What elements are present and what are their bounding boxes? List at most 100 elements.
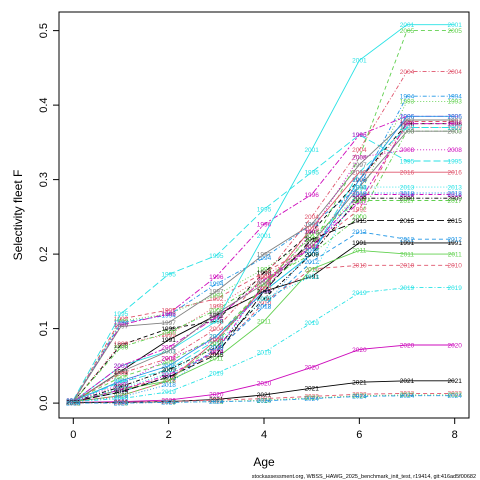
point-label: 2002 [209, 315, 224, 322]
point-label: 2000 [447, 128, 462, 135]
point-label: 1997 [161, 320, 176, 327]
point-label: 2019 [209, 371, 224, 378]
point-label: 1992 [352, 207, 367, 214]
series-line [72, 100, 455, 402]
point-label: 2009 [447, 196, 462, 203]
point-label: 2005 [400, 28, 415, 35]
point-label: 2001 [114, 363, 129, 370]
point-label: 2006 [447, 114, 462, 121]
series-line [72, 123, 455, 402]
point-label: 1993 [400, 99, 415, 106]
point-label: 1994 [352, 184, 367, 191]
point-label: 2002 [400, 121, 415, 128]
point-label: 2006 [304, 251, 319, 258]
point-label: 2011 [352, 248, 366, 255]
x-axis: 0 2 4 6 8 [70, 418, 458, 441]
point-label: 2006 [161, 363, 176, 370]
point-label: 2022 [304, 394, 319, 401]
point-label: 1997 [352, 162, 367, 169]
point-label: 1995 [400, 158, 415, 165]
point-label: 2022 [66, 400, 81, 407]
point-label: 2008 [257, 289, 272, 296]
point-label: 2019 [400, 285, 415, 292]
point-label: 2015 [209, 352, 224, 359]
series-line [73, 220, 455, 403]
point-label: 1991 [304, 274, 319, 281]
point-label: 2023 [352, 393, 367, 400]
point-label: 2007 [209, 337, 224, 344]
point-label: 1994 [209, 281, 224, 288]
point-label: 2007 [304, 251, 319, 258]
point-label: 2004 [400, 69, 415, 76]
point-label: 1991 [400, 240, 415, 247]
point-label: 2005 [304, 244, 319, 251]
point-label: 2007 [257, 289, 272, 296]
series-line [73, 186, 455, 403]
point-label: 1996 [257, 222, 272, 229]
point-label: 2017 [114, 393, 129, 400]
point-label: 1999 [304, 244, 319, 251]
point-label: 1993 [352, 192, 367, 199]
point-label: 2012 [161, 374, 176, 381]
series-line [73, 197, 455, 403]
point-label: 2013 [209, 341, 224, 348]
point-label: 2014 [447, 192, 462, 199]
point-label: 2001 [304, 147, 319, 154]
point-label: 2004 [257, 274, 272, 281]
point-label: 2020 [304, 365, 319, 372]
point-label: 1998 [114, 342, 129, 349]
series-line [72, 119, 455, 402]
point-label: 2024 [400, 393, 415, 400]
y-tick-label: 0.2 [38, 246, 50, 261]
point-label: 1997 [257, 251, 272, 258]
x-axis-title: Age [253, 455, 275, 469]
point-label: 2005 [447, 28, 462, 35]
point-label: 2004 [304, 214, 319, 221]
point-label: 2017 [161, 378, 176, 385]
point-label: 2022 [114, 400, 129, 407]
series-2024: 2024 2024 2024 2024 2024 2024 2024 2024 2024 [66, 393, 462, 407]
point-label: 2003 [209, 311, 224, 318]
point-label: 2010 [352, 263, 367, 270]
point-label: 2014 [352, 192, 367, 199]
point-label: 2008 [304, 229, 319, 236]
point-label: 1999 [447, 125, 462, 132]
point-label: 1999 [352, 177, 367, 184]
point-label: 2023 [114, 400, 129, 407]
point-label: 1998 [257, 270, 272, 277]
point-label: 2001 [209, 318, 224, 325]
point-label: 1999 [209, 304, 224, 311]
point-label: 1993 [209, 292, 224, 299]
point-label: 2012 [209, 348, 224, 355]
point-label: 2022 [447, 391, 462, 398]
point-label: 2017 [352, 198, 367, 205]
x-tick-label: 4 [261, 429, 267, 441]
point-label: 2013 [400, 184, 415, 191]
point-label: 1999 [114, 341, 129, 348]
point-label: 2017 [209, 341, 224, 348]
point-label: 2002 [114, 363, 129, 370]
point-label: 1995 [257, 207, 272, 214]
point-label: 2003 [447, 128, 462, 135]
point-label: 2018 [352, 190, 367, 197]
point-label: 1991 [257, 289, 272, 296]
point-label: 2013 [161, 371, 176, 378]
point-label: 2016 [304, 225, 319, 232]
point-label: 2018 [209, 345, 224, 352]
point-label: 2013 [304, 274, 319, 281]
point-label: 2019 [114, 396, 129, 403]
point-label: 2024 [304, 396, 319, 403]
point-label: 2005 [257, 285, 272, 292]
point-label: 2010 [400, 263, 415, 270]
point-label: 2001 [400, 22, 415, 29]
point-label: 1994 [114, 320, 129, 327]
point-label: 1996 [352, 132, 367, 139]
point-label: 2016 [447, 169, 462, 176]
point-label: 1997 [209, 289, 224, 296]
point-label: 2012 [257, 304, 272, 311]
point-label: 2024 [352, 394, 367, 401]
point-label: 2005 [161, 359, 176, 366]
point-label: 1998 [352, 177, 367, 184]
